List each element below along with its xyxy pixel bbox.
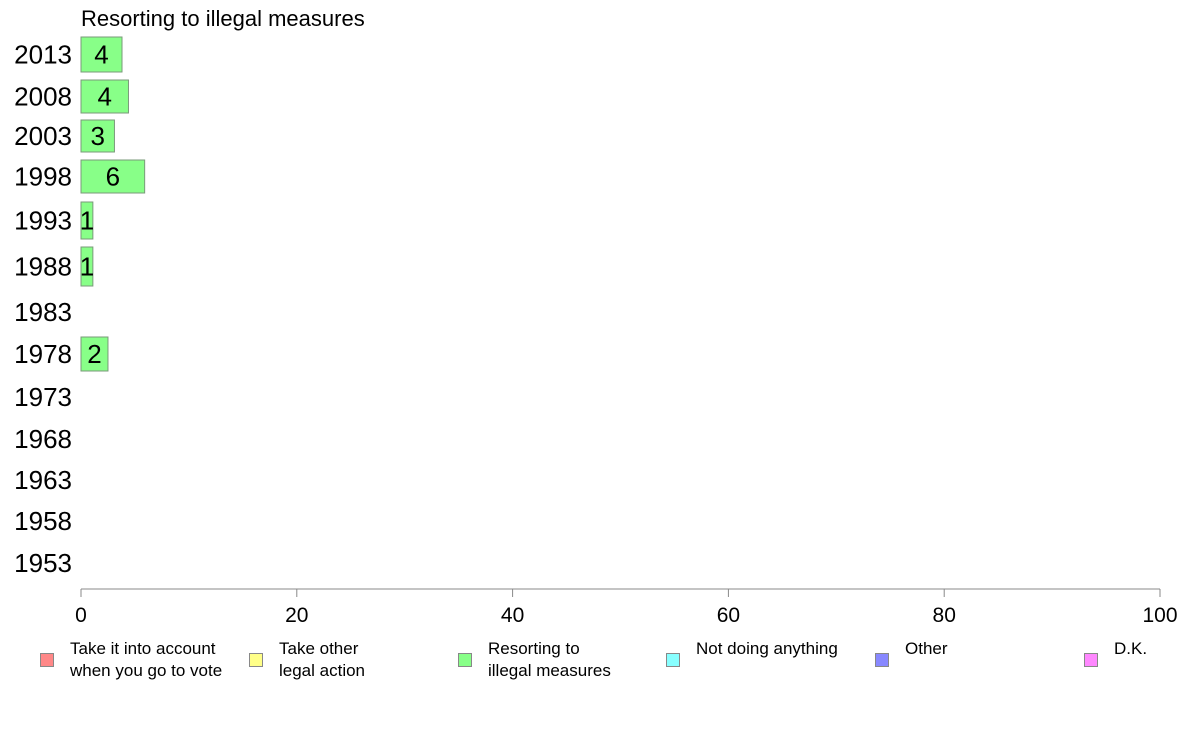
y-tick-label: 1968 bbox=[14, 424, 72, 454]
data-label: 4 bbox=[94, 40, 108, 70]
x-tick-label: 40 bbox=[501, 604, 524, 627]
y-tick-label: 2008 bbox=[14, 82, 72, 112]
y-tick-label: 1983 bbox=[14, 297, 72, 327]
y-tick-label: 1978 bbox=[14, 339, 72, 369]
y-tick-label: 1993 bbox=[14, 206, 72, 236]
y-tick-label: 1973 bbox=[14, 382, 72, 412]
x-axis: 0 20 40 60 80 100 bbox=[75, 589, 1177, 627]
y-tick-label: 1963 bbox=[14, 465, 72, 495]
y-tick-label: 1958 bbox=[14, 506, 72, 536]
y-tick-label: 1988 bbox=[14, 252, 72, 282]
y-tick-label: 1998 bbox=[14, 162, 72, 192]
x-tick-label: 100 bbox=[1142, 604, 1177, 627]
x-tick-label: 20 bbox=[285, 604, 308, 627]
y-tick-label: 1953 bbox=[14, 548, 72, 578]
x-tick-label: 60 bbox=[717, 604, 740, 627]
chart-title: Resorting to illegal measures bbox=[81, 6, 365, 31]
y-tick-label: 2003 bbox=[14, 121, 72, 151]
data-label: 4 bbox=[98, 82, 112, 112]
data-label: 6 bbox=[106, 162, 120, 192]
x-tick-label: 0 bbox=[75, 604, 87, 627]
data-label: 1 bbox=[80, 206, 94, 236]
data-label: 2 bbox=[87, 339, 101, 369]
data-label: 1 bbox=[80, 252, 94, 282]
y-tick-label: 2013 bbox=[14, 40, 72, 70]
data-label: 3 bbox=[90, 121, 104, 151]
x-tick-label: 80 bbox=[933, 604, 956, 627]
